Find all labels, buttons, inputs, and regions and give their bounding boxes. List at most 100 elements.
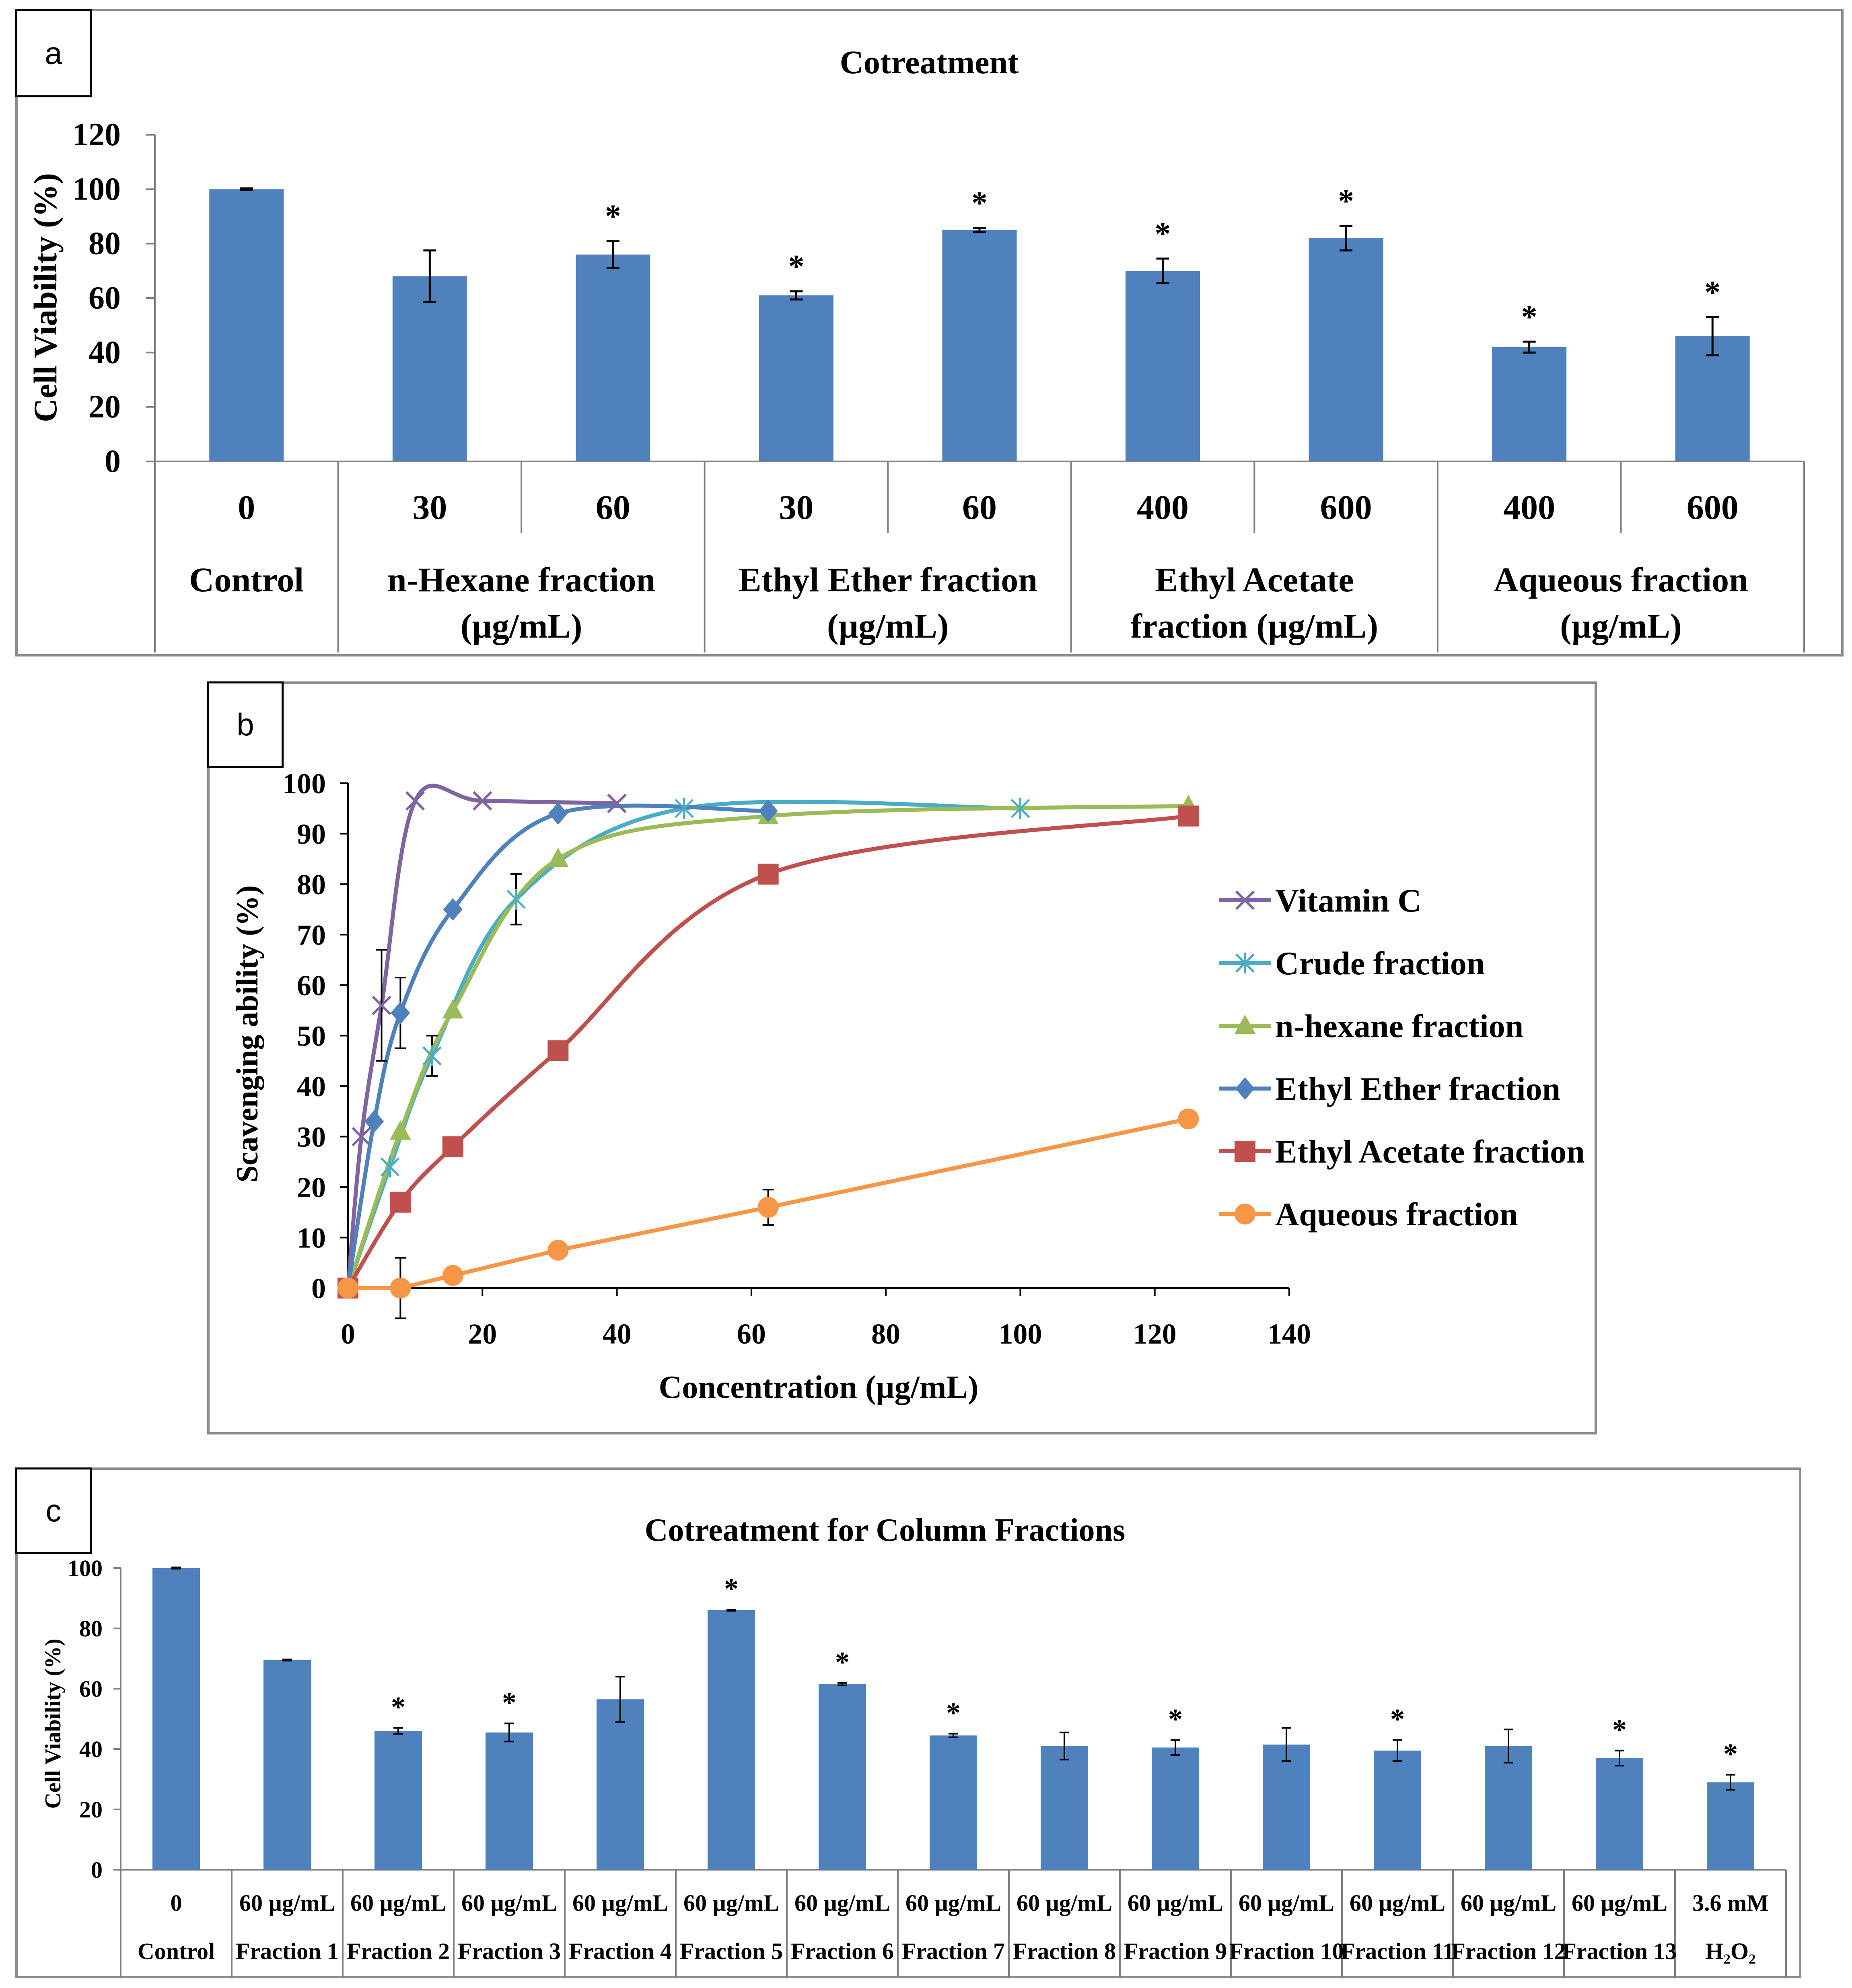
chart-b-data-point — [442, 1136, 463, 1157]
chart-b-x-tick-label: 140 — [1268, 1318, 1311, 1350]
chart-a-category-label: 30 — [779, 488, 813, 527]
chart-b-series-line — [346, 800, 1021, 1289]
chart-b-data-point — [372, 996, 391, 1015]
chart-b-y-tick-label: 20 — [297, 1171, 326, 1204]
chart-c-category-label: 60 µg/mL — [1239, 1890, 1334, 1916]
chart-a-significance: * — [1521, 299, 1537, 335]
chart-c-group-label: Fraction 11 — [1341, 1938, 1454, 1964]
chart-a-bar — [942, 230, 1017, 461]
chart-b-x-tick-label: 100 — [998, 1318, 1042, 1350]
chart-b-y-tick-label: 0 — [311, 1272, 326, 1305]
chart-c-group-label: Fraction 1 — [236, 1938, 339, 1964]
chart-c-bar — [1707, 1782, 1754, 1870]
chart-b-data-point — [548, 802, 568, 825]
chart-a-group-label: n-Hexane fraction — [387, 560, 655, 599]
chart-a-group-label: fraction (µg/mL) — [1131, 607, 1379, 645]
chart-a-y-tick-label: 100 — [72, 171, 121, 207]
chart-b-legend-marker — [1235, 1204, 1255, 1224]
chart-c-category-label: 60 µg/mL — [905, 1890, 1001, 1916]
chart-c-ylabel: Cell Viability (%) — [41, 1638, 66, 1809]
chart-c-y-tick-label: 100 — [68, 1555, 103, 1581]
chart-c-title: Cotreatment for Column Fractions — [645, 1513, 1126, 1548]
chart-b-x-tick-label: 80 — [871, 1318, 900, 1350]
chart-a-bar — [759, 295, 833, 461]
chart-c-group-label: Fraction 2 — [347, 1938, 450, 1964]
chart-a-bar — [1309, 238, 1383, 461]
chart-a-category-label: 30 — [412, 488, 447, 527]
chart-b-legend-label: Vitamin C — [1275, 882, 1422, 919]
chart-b-data-point — [1178, 1108, 1199, 1130]
chart-b-x-tick-label: 40 — [603, 1318, 632, 1350]
chart-b-xlabel: Concentration (µg/mL) — [659, 1370, 979, 1405]
chart-a-category-label: 60 — [596, 488, 630, 527]
chart-a-significance: * — [1155, 216, 1171, 252]
chart-b-x-tick-label: 120 — [1133, 1318, 1177, 1350]
chart-c-bar — [1374, 1750, 1421, 1870]
chart-c-significance: * — [502, 1686, 517, 1718]
chart-a-group-label: (µg/mL) — [1560, 607, 1682, 645]
panel-letter-c: c — [15, 1467, 92, 1554]
chart-c-bar — [263, 1660, 311, 1870]
chart-b-data-point — [757, 1197, 779, 1218]
chart-a-y-tick-label: 80 — [88, 226, 121, 261]
chart-c-y-tick-label: 40 — [79, 1736, 103, 1762]
chart-a-bar — [576, 254, 650, 461]
chart-a-y-tick-label: 120 — [72, 117, 121, 152]
chart-b-y-tick-label: 50 — [297, 1020, 326, 1052]
chart-a-category-label: 400 — [1503, 488, 1555, 527]
chart-c-y-tick-label: 80 — [79, 1616, 103, 1642]
chart-c-category-label: 60 µg/mL — [1017, 1890, 1112, 1916]
chart-b-y-tick-label: 90 — [297, 818, 326, 850]
chart-c-bar — [708, 1610, 755, 1870]
chart-c-bar — [1485, 1746, 1532, 1870]
chart-c-group-label: Fraction 10 — [1229, 1938, 1344, 1964]
chart-b-data-point — [473, 791, 492, 811]
chart-c-y-tick-label: 60 — [79, 1676, 103, 1702]
chart-a-category-label: 600 — [1687, 488, 1739, 527]
chart-b-data-point — [757, 863, 779, 885]
chart-b-y-tick-label: 60 — [297, 969, 326, 1002]
chart-c-y-tick-label: 20 — [79, 1797, 103, 1823]
chart-c-y-tick-label: 0 — [91, 1857, 103, 1883]
chart-b-data-point — [391, 1002, 410, 1025]
chart-b-x-tick-label: 0 — [341, 1318, 355, 1350]
chart-c-group-label: Fraction 7 — [902, 1938, 1005, 1964]
chart-a-significance: * — [971, 185, 988, 221]
panel-a-frame — [15, 9, 1844, 656]
chart-b-ylabel: Scavenging ability (%) — [230, 885, 264, 1183]
panel-letter-b: b — [207, 681, 284, 768]
chart-a-bar — [1492, 347, 1567, 461]
chart-c-significance: * — [1612, 1714, 1627, 1746]
chart-c-group-label: Fraction 8 — [1013, 1938, 1116, 1964]
panel-b-frame — [207, 681, 1597, 1434]
chart-b-legend-marker — [1235, 890, 1255, 910]
chart-b-legend-marker — [1235, 1141, 1255, 1162]
chart-b-data-point — [390, 1278, 411, 1299]
chart-c-group-label: Fraction 13 — [1562, 1938, 1677, 1964]
chart-b-data-point — [442, 999, 463, 1019]
chart-c-category-label: 60 µg/mL — [1128, 1890, 1223, 1916]
chart-a-group-label: (µg/mL) — [827, 607, 949, 645]
chart-a-group-label: (µg/mL) — [461, 607, 582, 645]
chart-b-data-point — [607, 794, 627, 813]
chart-b-y-tick-label: 80 — [297, 868, 326, 901]
chart-a-y-tick-label: 60 — [88, 280, 121, 316]
chart-a-category-label: 400 — [1137, 488, 1189, 527]
chart-b-legend-label: n-hexane fraction — [1275, 1008, 1523, 1044]
chart-c-group-label: Fraction 9 — [1124, 1938, 1227, 1964]
chart-a-group-label: Ethyl Ether fraction — [738, 560, 1037, 599]
chart-c-bar — [597, 1699, 644, 1870]
chart-c-group-label: Fraction 3 — [458, 1938, 561, 1964]
chart-a-category-label: 0 — [238, 488, 255, 527]
chart-b-data-point — [758, 800, 778, 823]
chart-b-x-tick-label: 20 — [468, 1318, 497, 1350]
chart-c-category-label: 60 µg/mL — [683, 1890, 779, 1916]
panel-c-frame — [15, 1467, 1801, 1978]
chart-c-category-label: 60 µg/mL — [1572, 1890, 1667, 1916]
chart-a-ylabel: Cell Viability (%) — [27, 173, 64, 422]
chart-a-significance: * — [788, 249, 804, 284]
chart-b-legend-marker — [1235, 1077, 1255, 1100]
chart-c-bar — [930, 1735, 977, 1870]
chart-c-category-label: 60 µg/mL — [350, 1890, 446, 1916]
